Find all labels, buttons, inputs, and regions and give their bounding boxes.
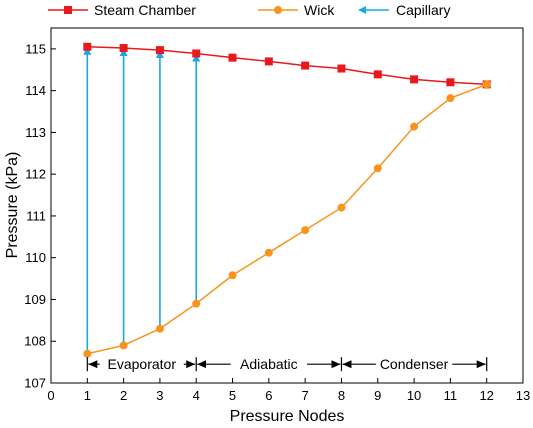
data-point-square <box>337 64 346 73</box>
y-axis-label: Pressure (kPa) <box>4 152 21 259</box>
x-tick-label: 4 <box>193 388 200 403</box>
region-label-bg <box>99 355 184 373</box>
x-tick-label: 8 <box>338 388 345 403</box>
x-tick-label: 9 <box>374 388 381 403</box>
x-tick-label: 2 <box>120 388 127 403</box>
data-point-square <box>264 57 273 66</box>
x-tick-label: 11 <box>444 388 458 403</box>
legend-marker-steam-chamber <box>64 6 72 14</box>
data-point-circle <box>446 94 455 103</box>
data-point-circle <box>155 324 164 333</box>
legend-entry-wick: Wick <box>258 2 335 18</box>
data-point-square <box>83 42 92 51</box>
y-tick-label: 110 <box>25 250 46 265</box>
data-point-square <box>155 46 164 55</box>
data-point-circle <box>337 203 346 212</box>
y-tick-label: 113 <box>25 125 46 140</box>
region-label: Evaporator <box>108 356 177 372</box>
x-axis-label: Pressure Nodes <box>230 408 345 425</box>
data-point-circle <box>192 299 201 308</box>
series-line-1 <box>87 83 487 355</box>
data-point-circle <box>373 164 382 173</box>
x-tick-label: 12 <box>479 388 493 403</box>
data-point-square <box>119 44 128 53</box>
data-point-circle <box>119 341 128 350</box>
data-point-square <box>446 78 455 87</box>
data-point-square <box>228 53 237 62</box>
x-tick-label: 6 <box>265 388 272 403</box>
region-label: Condenser <box>380 356 449 372</box>
data-point-circle <box>264 248 273 257</box>
y-tick-label: 108 <box>24 334 46 349</box>
x-tick-label: 10 <box>407 388 421 403</box>
x-tick-label: 1 <box>84 388 91 403</box>
data-point-square <box>301 61 310 70</box>
y-axis: 107 108 109 110 111 112 113 114 115 <box>24 41 56 391</box>
legend-label-steam-chamber: Steam Chamber <box>94 2 196 18</box>
y-tick-label: 107 <box>24 376 46 391</box>
y-tick-label: 111 <box>26 208 46 223</box>
series-line-0 <box>87 46 487 86</box>
capillary-arrows <box>83 46 201 354</box>
legend: Steam Chamber Wick Capillary <box>48 2 450 18</box>
legend-entry-steam-chamber: Steam Chamber <box>48 2 196 18</box>
legend-label-capillary: Capillary <box>396 2 450 18</box>
x-tick-label: 7 <box>302 388 309 403</box>
data-point-square <box>373 70 382 79</box>
x-tick-label: 0 <box>47 388 54 403</box>
region-label-bg <box>230 355 308 373</box>
series-layer <box>83 42 491 358</box>
data-point-circle <box>410 122 419 131</box>
data-point-circle <box>482 80 491 89</box>
data-point-square <box>410 75 419 84</box>
y-tick-label: 112 <box>25 167 46 182</box>
x-axis: 0 1 2 3 4 5 6 7 8 9 10 11 12 13 <box>47 378 530 403</box>
plot-frame <box>50 27 524 384</box>
data-point-circle <box>301 226 310 235</box>
y-tick-label: 115 <box>25 41 46 56</box>
data-point-circle <box>228 271 237 280</box>
legend-label-wick: Wick <box>304 2 335 18</box>
data-point-square <box>192 49 201 58</box>
x-tick-label: 3 <box>156 388 163 403</box>
region-label: Adiabatic <box>240 356 298 372</box>
x-tick-label: 5 <box>229 388 236 403</box>
legend-marker-wick <box>274 6 282 14</box>
y-tick-label: 114 <box>25 83 46 98</box>
region-label-bg <box>375 355 453 373</box>
data-point-circle <box>83 349 92 358</box>
legend-entry-capillary: Capillary <box>358 2 450 18</box>
x-tick-label: 13 <box>516 388 530 403</box>
y-tick-label: 109 <box>24 292 46 307</box>
region-annotations: Evaporator Adiabatic Condenser <box>86 355 488 373</box>
